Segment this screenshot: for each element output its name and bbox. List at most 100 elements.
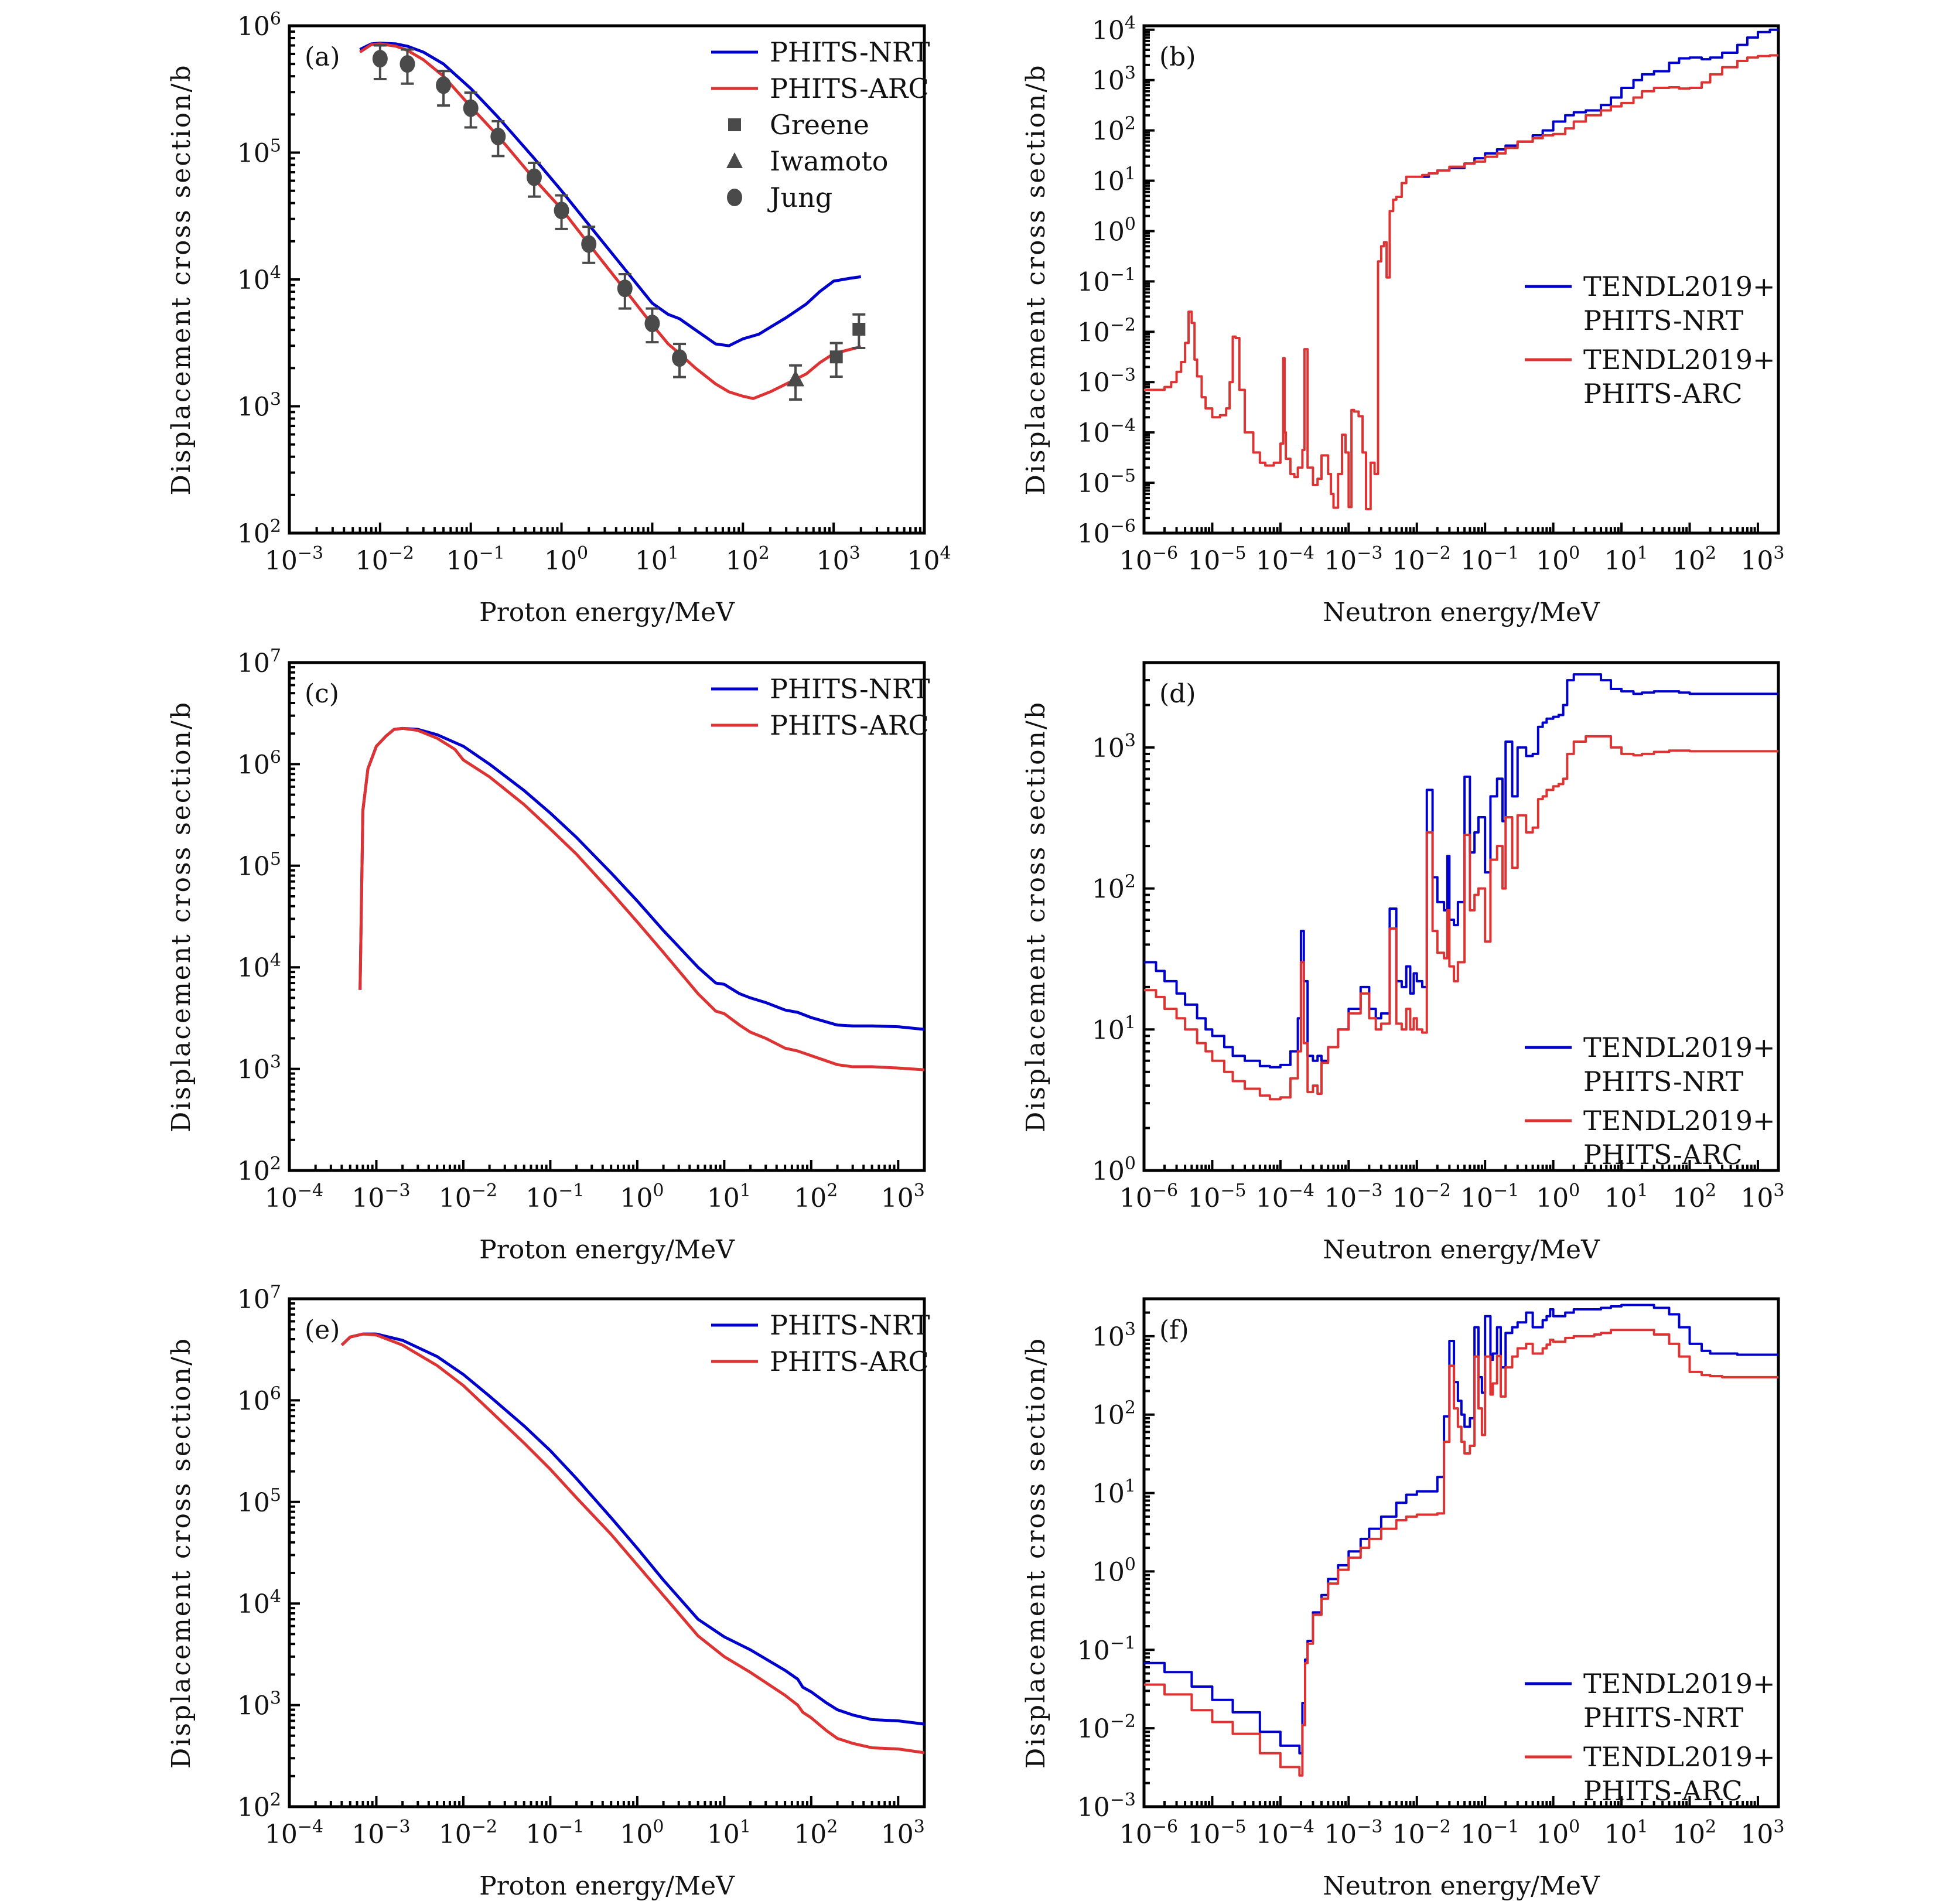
y-axis-title: Displacement cross section/b xyxy=(1021,1337,1051,1769)
panel-f: 10−6 10−5 10−4 10−3 10−2 10−1 100 101 102 10310−3… xyxy=(1021,1297,1784,1901)
x-tick-label: 10−6 xyxy=(1119,543,1178,576)
x-tick-label: 100 xyxy=(1536,543,1580,576)
x-tick-label: 10−3 xyxy=(265,543,323,576)
series-line-arc xyxy=(1144,1329,1778,1777)
series-line-nrt xyxy=(1422,28,1778,178)
x-axis-title: Neutron energy/MeV xyxy=(1323,598,1600,627)
x-axis: 10−6 10−5 10−4 10−3 10−2 10−1 100 101 102 103 xyxy=(1119,523,1784,576)
x-tick-label: 10−5 xyxy=(1187,543,1246,576)
y-tick-label: 10−1 xyxy=(1077,264,1136,297)
data-point-jung xyxy=(672,343,688,378)
data-point-jung xyxy=(617,273,633,310)
x-tick-label: 103 xyxy=(1740,1180,1784,1213)
x-axis-title: Neutron energy/MeV xyxy=(1323,1235,1600,1265)
x-tick-label: 10−4 xyxy=(265,1180,323,1213)
x-tick-label: 10−2 xyxy=(1392,1180,1451,1213)
legend: PHITS-NRT PHITS-ARC Greene Iwamoto Jung xyxy=(711,36,930,213)
x-tick-label: 103 xyxy=(817,543,861,576)
x-axis-title: Proton energy/MeV xyxy=(479,1871,735,1901)
legend-item: PHITS-ARC xyxy=(711,1346,929,1377)
panel-label: (f) xyxy=(1159,1315,1189,1345)
circle-marker xyxy=(436,76,452,94)
legend-item: Jung xyxy=(727,182,832,213)
y-tick-label: 107 xyxy=(237,1282,281,1315)
series-group xyxy=(1144,673,1778,1101)
x-axis-title: Neutron energy/MeV xyxy=(1323,1871,1600,1901)
legend-item: TENDL2019+PHITS-ARC xyxy=(1525,1741,1775,1807)
y-tick-label: 105 xyxy=(237,136,281,169)
x-tick-label: 100 xyxy=(620,1180,664,1213)
x-tick-label: 10−2 xyxy=(1392,543,1451,576)
x-tick-label: 101 xyxy=(707,1180,751,1213)
y-axis: 102 103 104 105 106 107 xyxy=(237,1282,300,1822)
panel-label: (e) xyxy=(305,1315,340,1345)
circle-marker xyxy=(490,127,506,145)
data-point-jung xyxy=(490,120,506,158)
data-point-jung xyxy=(463,91,479,129)
legend-label: PHITS-NRT xyxy=(770,1309,930,1341)
x-tick-label: 101 xyxy=(1604,1180,1648,1213)
square-marker xyxy=(829,350,843,364)
x-axis: 10−3 10−2 10−1 100 101 102 103 104 xyxy=(265,523,951,576)
data-point-jung xyxy=(399,48,415,85)
x-tick-label: 10−3 xyxy=(1324,1817,1382,1849)
circle-marker xyxy=(372,50,388,68)
data-point-jung xyxy=(372,44,388,80)
data-point-iwamoto xyxy=(787,364,805,401)
legend-label: PHITS-NRT xyxy=(770,36,930,68)
x-tick-label: 102 xyxy=(794,1180,838,1213)
x-tick-label: 103 xyxy=(1740,1817,1784,1849)
y-tick-label: 102 xyxy=(1092,1398,1136,1431)
x-axis: 10−4 10−3 10−2 10−1 100 101 102 103 xyxy=(265,1796,926,1849)
plot-frame xyxy=(288,1297,926,1808)
legend-item: PHITS-NRT xyxy=(711,36,930,68)
y-tick-label: 102 xyxy=(237,1790,281,1822)
legend-label-line2: PHITS-ARC xyxy=(1583,378,1743,409)
panel-d: 10−6 10−5 10−4 10−3 10−2 10−1 100 101 102 1031001… xyxy=(1021,661,1784,1265)
x-tick-label: 10−1 xyxy=(1460,1180,1519,1213)
legend-item: TENDL2019+PHITS-ARC xyxy=(1525,1105,1775,1170)
y-tick-label: 102 xyxy=(1092,114,1136,146)
y-tick-label: 106 xyxy=(237,1383,281,1416)
x-axis-title: Proton energy/MeV xyxy=(479,1235,735,1265)
y-tick-label: 10−2 xyxy=(1077,1711,1136,1744)
legend-item: TENDL2019+PHITS-NRT xyxy=(1525,1032,1775,1097)
y-tick-label: 102 xyxy=(237,1153,281,1186)
y-tick-label: 10−3 xyxy=(1077,1790,1136,1822)
x-tick-label: 10−2 xyxy=(439,1817,497,1849)
series-line-nrt xyxy=(1144,673,1778,1069)
y-tick-label: 100 xyxy=(1092,1554,1136,1587)
x-tick-label: 10−5 xyxy=(1187,1180,1246,1213)
legend: PHITS-NRT PHITS-ARC xyxy=(711,673,930,741)
x-tick-label: 10−1 xyxy=(525,1180,584,1213)
x-tick-label: 10−3 xyxy=(1324,1180,1382,1213)
legend-item: Iwamoto xyxy=(726,145,888,177)
y-axis-title: Displacement cross section/b xyxy=(166,64,196,496)
x-tick-label: 100 xyxy=(544,543,588,576)
panel-e: 10−4 10−3 10−2 10−1 100 101 102 103 102 103 104 105… xyxy=(166,1282,930,1901)
series-line-arc xyxy=(358,726,924,1071)
circle-marker xyxy=(617,279,633,298)
plot-frame xyxy=(1142,1297,1780,1808)
legend-label: PHITS-NRT xyxy=(770,673,930,705)
x-tick-label: 100 xyxy=(1536,1180,1580,1213)
legend-label: PHITS-ARC xyxy=(770,1346,929,1377)
legend: TENDL2019+PHITS-NRT TENDL2019+PHITS-ARC xyxy=(1525,1032,1775,1170)
y-tick-label: 105 xyxy=(237,1485,281,1518)
y-tick-label: 104 xyxy=(1092,13,1136,46)
legend-label: Greene xyxy=(770,109,869,141)
legend-label: PHITS-ARC xyxy=(770,709,929,741)
x-tick-label: 10−2 xyxy=(356,543,414,576)
x-tick-label: 10−5 xyxy=(1187,1817,1246,1849)
y-axis-title: Displacement cross section/b xyxy=(166,701,196,1132)
panel-b: 10−6 10−5 10−4 10−3 10−2 10−1 100 101 102 10310−6… xyxy=(1021,13,1784,627)
y-tick-label: 101 xyxy=(1092,1476,1136,1509)
x-tick-label: 101 xyxy=(707,1817,751,1849)
plot-frame xyxy=(288,661,926,1172)
y-tick-label: 105 xyxy=(237,849,281,882)
series-group xyxy=(1144,1303,1778,1777)
x-tick-label: 101 xyxy=(635,543,679,576)
y-tick-label: 103 xyxy=(1092,731,1136,763)
